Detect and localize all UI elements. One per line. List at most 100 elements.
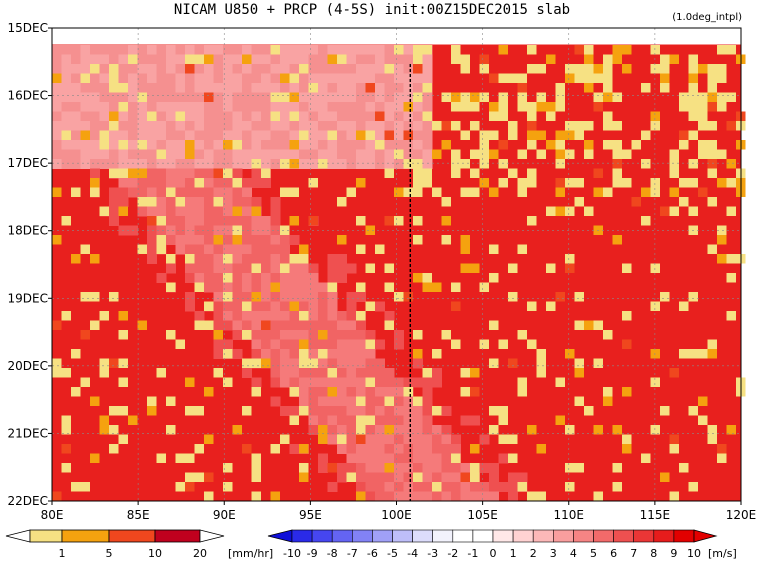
field-cell xyxy=(175,140,186,150)
field-cell xyxy=(375,406,385,416)
field-cell xyxy=(394,387,404,397)
precip-cell xyxy=(223,377,233,387)
field-cell xyxy=(137,149,148,160)
field-cell xyxy=(270,206,281,217)
field-cell xyxy=(194,197,205,207)
precip-cell xyxy=(574,178,584,188)
precip-cell xyxy=(365,83,375,93)
precip-cell xyxy=(223,140,233,150)
precip-cell xyxy=(356,178,366,188)
field-cell xyxy=(365,472,376,483)
wind-colorbar-label: -7 xyxy=(347,547,358,560)
precip-cell xyxy=(52,187,62,197)
field-cell xyxy=(232,197,243,207)
precip-cell xyxy=(669,444,679,454)
field-cell xyxy=(175,225,186,236)
field-cell xyxy=(384,111,395,122)
precip-cell xyxy=(118,83,128,93)
field-cell xyxy=(185,45,195,55)
precip-colorbar-label: 20 xyxy=(193,547,207,560)
field-cell xyxy=(242,140,252,150)
precip-cell xyxy=(660,406,670,416)
precip-cell xyxy=(356,415,366,425)
field-cell xyxy=(470,491,480,502)
field-cell xyxy=(223,320,233,331)
wind-colorbar-label: -3 xyxy=(427,547,438,560)
field-cell xyxy=(128,83,138,93)
precip-cell xyxy=(52,358,62,368)
precip-cell xyxy=(612,482,622,492)
precip-cell xyxy=(527,168,537,178)
x-tick-label: 80E xyxy=(41,508,64,522)
field-cell xyxy=(327,339,338,350)
field-cell xyxy=(308,92,319,103)
field-cell xyxy=(232,301,243,312)
field-cell xyxy=(346,64,357,74)
precip-cell xyxy=(593,425,603,435)
field-cell xyxy=(441,434,452,445)
field-cell xyxy=(289,64,300,74)
field-cell xyxy=(213,282,224,293)
field-cell xyxy=(327,45,338,55)
precip-cell xyxy=(118,330,128,340)
precip-cell xyxy=(109,64,119,74)
field-cell xyxy=(365,64,376,74)
precip-cell xyxy=(289,216,299,226)
field-cell xyxy=(318,387,328,397)
precip-cell xyxy=(432,349,442,359)
field-cell xyxy=(80,83,91,93)
field-cell xyxy=(356,111,366,122)
field-cell xyxy=(451,463,461,473)
field-cell xyxy=(251,45,262,55)
field-cell xyxy=(441,491,452,502)
field-cell xyxy=(251,102,262,112)
precip-cell xyxy=(498,339,508,349)
field-cell xyxy=(375,121,385,131)
precip-cell xyxy=(584,73,594,83)
field-cell xyxy=(251,225,262,236)
field-cell xyxy=(422,396,433,407)
field-cell xyxy=(251,92,262,103)
field-cell xyxy=(223,54,233,65)
precip-cell xyxy=(517,387,527,397)
field-cell xyxy=(175,121,186,131)
field-cell xyxy=(137,178,148,188)
field-cell xyxy=(223,263,233,274)
field-cell xyxy=(337,387,347,397)
field-cell xyxy=(356,149,366,160)
field-cell xyxy=(261,254,271,264)
precip-cell xyxy=(118,311,128,321)
precip-cell xyxy=(460,368,470,378)
field-cell xyxy=(232,320,243,331)
field-cell xyxy=(185,83,195,93)
field-cell xyxy=(413,453,423,464)
field-cell xyxy=(337,415,347,426)
field-cell xyxy=(365,463,376,473)
precip-cell xyxy=(460,387,470,397)
field-cell xyxy=(365,159,376,169)
precip-cell xyxy=(308,178,318,188)
field-cell xyxy=(318,301,328,312)
field-cell xyxy=(337,159,347,169)
precip-cell xyxy=(489,187,499,197)
field-cell xyxy=(194,311,205,321)
field-cell xyxy=(52,140,62,150)
field-cell xyxy=(403,92,414,103)
precip-cell xyxy=(270,444,280,454)
precip-cell xyxy=(213,168,223,178)
field-cell xyxy=(337,263,347,274)
field-cell xyxy=(261,339,271,350)
field-cell xyxy=(194,73,205,84)
precip-cell xyxy=(109,73,119,83)
precip-cell xyxy=(593,320,603,330)
field-cell xyxy=(261,273,271,283)
precip-cell xyxy=(508,453,518,463)
field-cell xyxy=(308,368,319,378)
field-cell xyxy=(137,54,148,65)
field-cell xyxy=(166,168,176,179)
field-cell xyxy=(318,339,328,350)
field-cell xyxy=(71,111,81,122)
y-tick-label: 15DEC xyxy=(8,21,48,35)
precip-cell xyxy=(508,130,518,140)
field-cell xyxy=(308,102,319,112)
